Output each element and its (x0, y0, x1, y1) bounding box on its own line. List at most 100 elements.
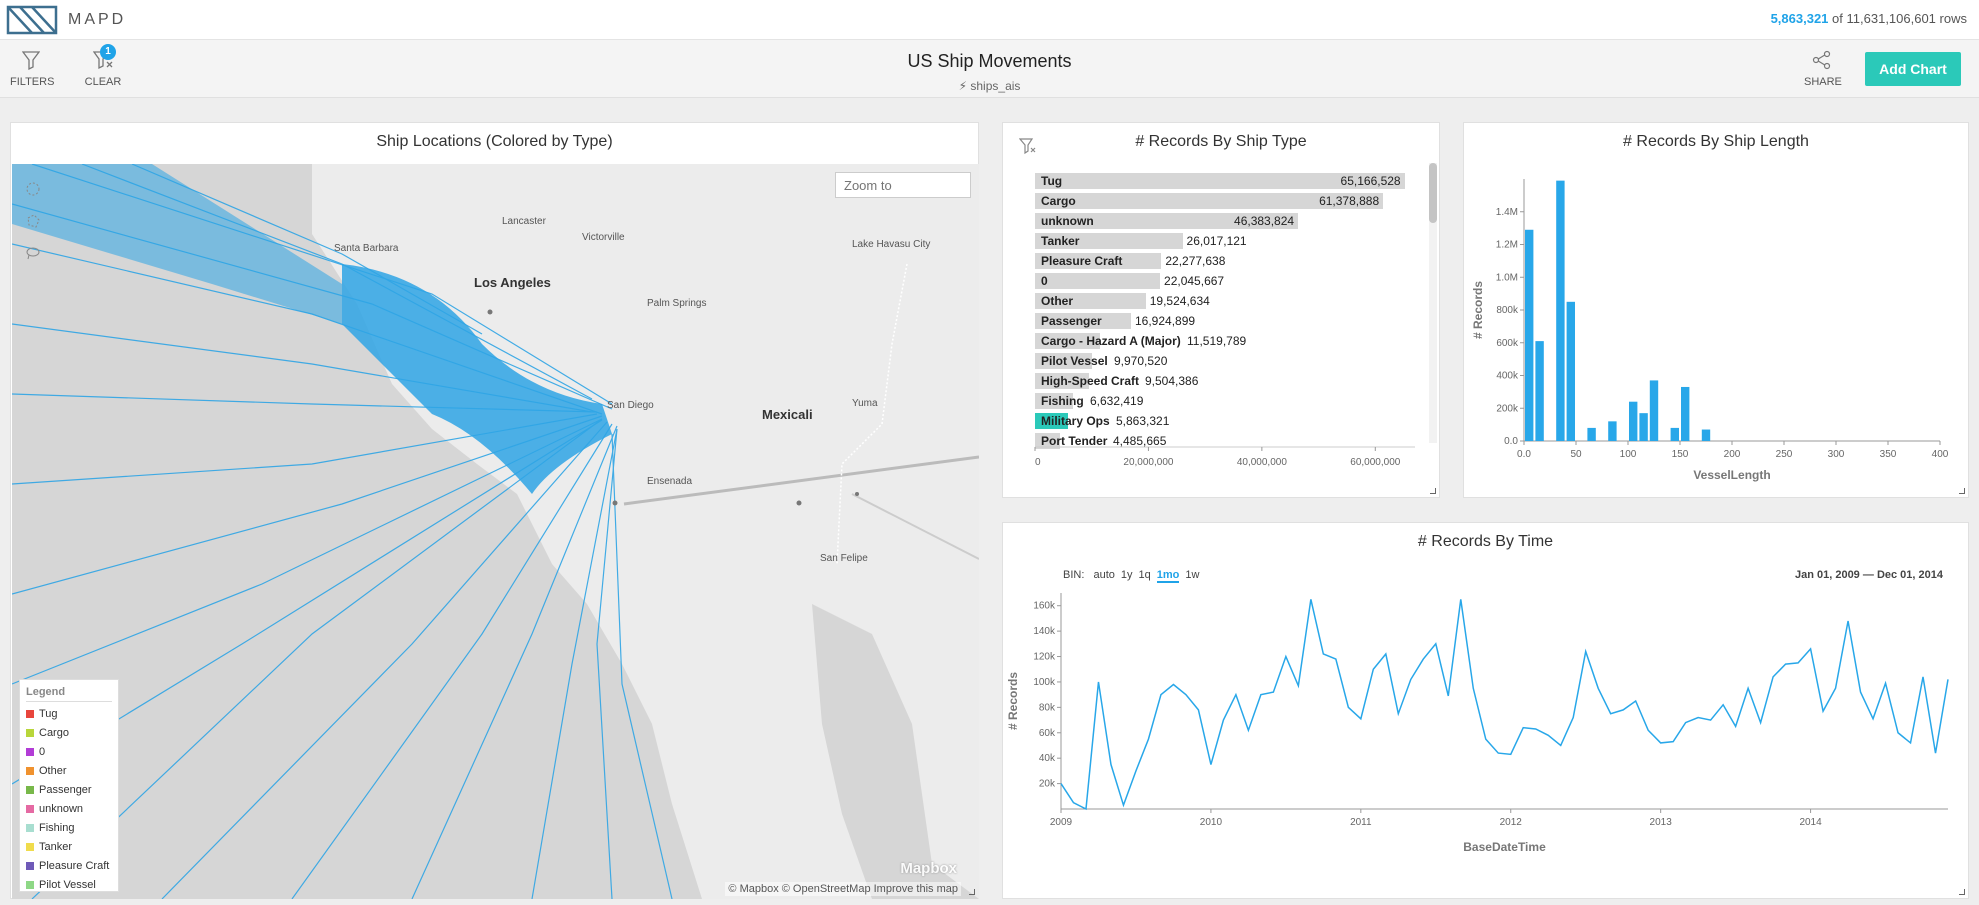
bin-option[interactable]: 1y (1120, 569, 1133, 581)
legend-item[interactable]: Tug (26, 704, 112, 723)
legend-item[interactable]: Pilot Vessel (26, 875, 112, 894)
filters-button[interactable]: FILTERS (10, 50, 54, 88)
bar-fill (1035, 173, 1405, 189)
date-range[interactable]: Jan 01, 2009 — Dec 01, 2014 (1795, 569, 1943, 581)
legend-item[interactable]: unknown (26, 799, 112, 818)
date-separator: — (1862, 569, 1874, 581)
length-bar (1556, 180, 1565, 441)
ship-type-bar[interactable]: Tug 65,166,528 (1035, 173, 1415, 189)
bar-label: High-Speed Craft (1041, 374, 1140, 388)
ship-type-bar[interactable]: Pleasure Craft 22,277,638 (1035, 253, 1415, 269)
resize-handle[interactable] (969, 889, 975, 895)
ship-type-bar[interactable]: Other 19,524,634 (1035, 293, 1415, 309)
bin-option[interactable]: 1mo (1156, 569, 1180, 583)
legend-item[interactable]: Other (26, 761, 112, 780)
bar-value: 5,863,321 (1116, 414, 1170, 428)
city-markers (487, 309, 859, 506)
border (623, 455, 979, 506)
x-tick-label: 20,000,000 (1123, 457, 1173, 468)
add-chart-button[interactable]: Add Chart (1865, 52, 1961, 86)
ship-type-panel: # Records By Ship Type Tug 65,166,528 Carg… (1002, 122, 1440, 498)
clear-filters-button[interactable]: 1 CLEAR (84, 44, 122, 88)
map-base (12, 164, 979, 899)
map-attribution[interactable]: © Mapbox © OpenStreetMap Improve this ma… (725, 882, 961, 896)
map-legend: Legend Tug Cargo 0 Other Passenger unknown Fis… (19, 679, 119, 892)
ship-type-title[interactable]: # Records By Ship Type (1135, 133, 1307, 150)
scrollbar-thumb[interactable] (1429, 163, 1437, 223)
ship-type-bar[interactable]: unknown 46,383,824 (1035, 213, 1415, 229)
y-tick-label: 1.2M (1496, 240, 1518, 251)
ship-length-chart[interactable]: 0.0 200k 400k 600k 800k 1.0M 1.2M 1.4M 0.0 50 100 1… (1464, 159, 1970, 495)
ship-type-bar[interactable]: Passenger 16,924,899 (1035, 313, 1415, 329)
circle-select-icon (26, 182, 40, 196)
ship-type-bar[interactable]: Tanker 26,017,121 (1035, 233, 1415, 249)
ship-type-bar[interactable]: Pilot Vessel 9,970,520 (1035, 353, 1415, 369)
resize-handle[interactable] (1430, 488, 1436, 494)
dashboard-title[interactable]: US Ship Movements (907, 51, 1072, 71)
ship-type-bar[interactable]: Port Tender 4,485,665 (1035, 433, 1415, 449)
legend-item[interactable]: Fishing (26, 818, 112, 837)
y-tick-label: 600k (1496, 338, 1519, 349)
legend-item[interactable]: Passenger (26, 780, 112, 799)
gulf-of-california (812, 604, 979, 899)
ship-type-bar[interactable]: Fishing 6,632,419 (1035, 393, 1415, 409)
time-title[interactable]: # Records By Time (1417, 533, 1554, 550)
map-canvas[interactable]: Lancaster Victorville Lake Havasu City S… (12, 164, 979, 899)
map-title[interactable]: Ship Locations (Colored by Type) (376, 133, 613, 150)
length-bar (1525, 229, 1534, 441)
x-tick-label: 150 (1672, 449, 1689, 460)
bar-fill (1035, 393, 1073, 409)
zoom-to-input[interactable] (835, 172, 971, 198)
ship-type-bar[interactable]: Cargo 61,378,888 (1035, 193, 1415, 209)
y-tick-label: 200k (1496, 403, 1519, 414)
legend-swatch (26, 861, 34, 870)
legend-swatch (26, 728, 34, 737)
bar-fill (1035, 313, 1131, 329)
polygon-select-tool[interactable] (22, 210, 44, 232)
date-start: Jan 01, 2009 (1794, 569, 1860, 581)
x-tick-label: 250 (1776, 449, 1793, 460)
resize-handle[interactable] (1959, 488, 1965, 494)
legend-label: 0 (39, 745, 46, 758)
funnel-icon (22, 51, 40, 70)
legend-item[interactable]: Pleasure Craft (26, 856, 112, 875)
legend-label: Cargo (39, 726, 69, 739)
data-source[interactable]: ⚡ ships_ais (0, 79, 1979, 93)
bin-option[interactable]: 1w (1185, 569, 1200, 581)
x-tick-label: 2009 (1050, 817, 1073, 828)
share-button[interactable]: SHARE (1804, 50, 1842, 88)
y-tick-label: 80k (1039, 702, 1056, 713)
city-label: Mexicali (762, 407, 813, 422)
total-row-count: 11,631,106,601 (1846, 11, 1936, 26)
bin-option[interactable]: 1q (1138, 569, 1151, 581)
bar-label: Military Ops (1041, 414, 1110, 428)
ship-type-bar[interactable]: Military Ops 5,863,321 (1035, 413, 1415, 429)
mapbox-logo[interactable]: Mapbox (900, 860, 957, 877)
bin-label: BIN: (1063, 569, 1085, 581)
scrollbar-track[interactable] (1429, 163, 1437, 443)
lasso-select-tool[interactable] (22, 242, 44, 264)
legend-item[interactable]: 0 (26, 742, 112, 761)
bar-value: 9,970,520 (1114, 354, 1168, 368)
ship-type-bar[interactable]: Cargo - Hazard A (Major) 11,519,789 (1035, 333, 1415, 349)
filter-clear-icon[interactable] (1019, 137, 1037, 155)
legend-label: Tug (39, 707, 58, 720)
mapd-logo[interactable]: MAPD (6, 3, 156, 37)
date-end: Dec 01, 2014 (1876, 569, 1943, 581)
resize-handle[interactable] (1959, 889, 1965, 895)
bar-value: 65,166,528 (1340, 174, 1401, 188)
y-tick-label: 140k (1033, 626, 1056, 637)
ship-type-bar[interactable]: 0 22,045,667 (1035, 273, 1415, 289)
y-tick-label: 1.0M (1496, 272, 1518, 283)
bar-fill (1035, 293, 1146, 309)
ship-length-title[interactable]: # Records By Ship Length (1623, 133, 1809, 150)
bin-option[interactable]: auto (1093, 569, 1115, 581)
legend-item[interactable]: Cargo (26, 723, 112, 742)
bar-label: unknown (1041, 214, 1094, 228)
legend-item[interactable]: Tanker (26, 837, 112, 856)
ship-type-bar[interactable]: High-Speed Craft 9,504,386 (1035, 373, 1415, 389)
circle-select-tool[interactable] (22, 178, 44, 200)
y-tick-label: 60k (1039, 728, 1056, 739)
time-chart[interactable]: 20k 40k 60k 80k 100k 120k 140k 160k 2009 2010 2011… (1003, 585, 1970, 897)
bar-value: 6,632,419 (1090, 394, 1144, 408)
